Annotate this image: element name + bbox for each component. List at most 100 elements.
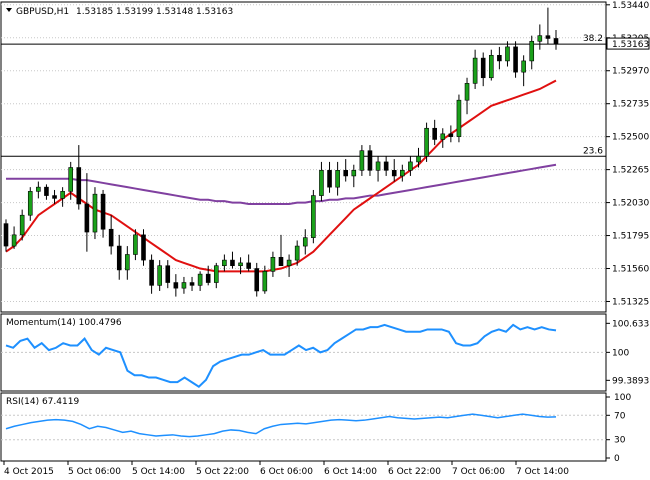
- time-tick-label: 7 Oct 14:00: [516, 467, 569, 477]
- time-tick-label: 6 Oct 06:00: [260, 467, 313, 477]
- candle-bear: [327, 170, 332, 188]
- rsi-series: [5, 413, 557, 438]
- candle-bear: [545, 35, 551, 39]
- candle-bull: [351, 170, 357, 177]
- price-tick-label: 1.52500: [612, 133, 649, 143]
- candle-bear: [189, 282, 195, 286]
- candle-bull: [213, 265, 219, 283]
- candle-bull: [359, 150, 365, 171]
- price-grid: [1, 4, 606, 302]
- candle-bear: [497, 55, 502, 62]
- candle-bull: [157, 265, 162, 286]
- candle-bull: [529, 40, 535, 62]
- candle-bull: [11, 234, 17, 247]
- current-price-label: 1.53163: [612, 40, 649, 50]
- current-price-tag: [606, 37, 650, 50]
- candle-bull: [456, 99, 462, 137]
- symbol-title: GBPUSD,H1: [16, 7, 69, 17]
- price-tick-label: 1.52970: [612, 67, 649, 77]
- momentum-tick-label: 99.3893: [612, 376, 649, 386]
- candle-bull: [505, 46, 510, 62]
- candle-bull: [222, 259, 227, 267]
- candle-bull: [408, 161, 413, 171]
- candle-bull: [19, 214, 25, 236]
- candle-bull: [537, 35, 543, 42]
- rsi-tick-label: 0: [614, 454, 620, 464]
- candle-bull: [521, 60, 526, 73]
- momentum-axis: 100.6337 100 99.3893: [606, 319, 650, 386]
- rsi-tick-label: 70: [614, 411, 626, 421]
- candle-bear: [3, 223, 9, 247]
- price-tick-label: 1.53440: [612, 1, 649, 11]
- rsi-axis: 100 70 30 0: [606, 393, 631, 464]
- candles: [3, 7, 559, 297]
- candle-bull: [36, 186, 41, 192]
- candle-bear: [205, 273, 211, 283]
- candle-bear: [76, 167, 82, 205]
- candle-bear: [513, 46, 518, 73]
- candle-bull: [416, 155, 421, 163]
- candle-bear: [278, 256, 284, 267]
- candle-bear: [553, 38, 559, 45]
- sma-fast-series: [5, 79, 557, 273]
- ohlc-close: 1.53163: [196, 7, 233, 17]
- candle-bull: [464, 83, 470, 101]
- candle-bull: [197, 273, 203, 286]
- rsi-panel[interactable]: [0, 392, 607, 462]
- candle-bear: [254, 268, 260, 292]
- candle-bear: [173, 282, 179, 289]
- candle-bull: [375, 161, 381, 171]
- candle-bear: [116, 245, 122, 271]
- rsi-tick-label: 100: [614, 393, 631, 403]
- sma-slow-series: [6, 163, 557, 205]
- candle-bull: [319, 170, 324, 196]
- candle-bull: [262, 271, 268, 292]
- candle-bear: [108, 228, 114, 247]
- candle-bull: [440, 133, 446, 140]
- candle-bear: [230, 259, 235, 267]
- candle-bear: [367, 150, 373, 171]
- price-tick-label: 1.51560: [612, 265, 649, 275]
- candle-bull: [335, 170, 340, 188]
- candle-bull: [294, 245, 300, 261]
- candle-bull: [270, 256, 276, 272]
- fib-236-label: 23.6: [583, 146, 603, 156]
- candle-bull: [27, 191, 33, 216]
- candle-bull: [302, 237, 308, 247]
- candle-bull: [133, 234, 138, 255]
- candle-bear: [141, 234, 146, 261]
- time-tick-label: 6 Oct 22:00: [388, 467, 441, 477]
- momentum-title: Momentum(14) 100.4796: [6, 318, 122, 328]
- price-tick-label: 1.52030: [612, 199, 649, 209]
- price-tick-label: 1.52735: [612, 100, 649, 110]
- collapse-triangle-icon: [6, 8, 12, 12]
- ohlc-open: 1.53185: [76, 7, 113, 17]
- candle-bull: [68, 167, 74, 192]
- rsi-title: RSI(14) 67.4119: [6, 397, 79, 407]
- ohlc-low: 1.53148: [156, 7, 193, 17]
- candle-bear: [383, 161, 389, 171]
- rsi-tick-label: 30: [614, 436, 626, 446]
- candle-bear: [44, 186, 49, 196]
- candle-bear: [52, 195, 57, 199]
- candle-bear: [448, 133, 454, 137]
- candle-bull: [60, 191, 65, 199]
- time-tick-label: 5 Oct 22:00: [196, 467, 249, 477]
- candle-bear: [84, 203, 90, 233]
- ohlc-high: 1.53199: [116, 7, 153, 17]
- candle-bear: [432, 127, 437, 140]
- time-tick-label: 6 Oct 14:00: [324, 467, 377, 477]
- time-tick-label: 4 Oct 2015: [4, 467, 54, 477]
- candle-bull: [400, 170, 405, 177]
- candle-bull: [311, 195, 316, 238]
- candle-bear: [391, 170, 397, 177]
- candle-bull: [92, 193, 98, 233]
- price-tick-label: 1.52265: [612, 166, 649, 176]
- time-axis: 4 Oct 2015 5 Oct 06:00 5 Oct 14:00 5 Oct 22…: [3, 461, 569, 477]
- price-tick-label: 1.51325: [612, 297, 649, 307]
- momentum-series: [5, 323, 557, 388]
- candle-bull: [125, 254, 130, 271]
- time-tick-label: 5 Oct 06:00: [68, 467, 121, 477]
- price-panel[interactable]: [0, 1, 607, 313]
